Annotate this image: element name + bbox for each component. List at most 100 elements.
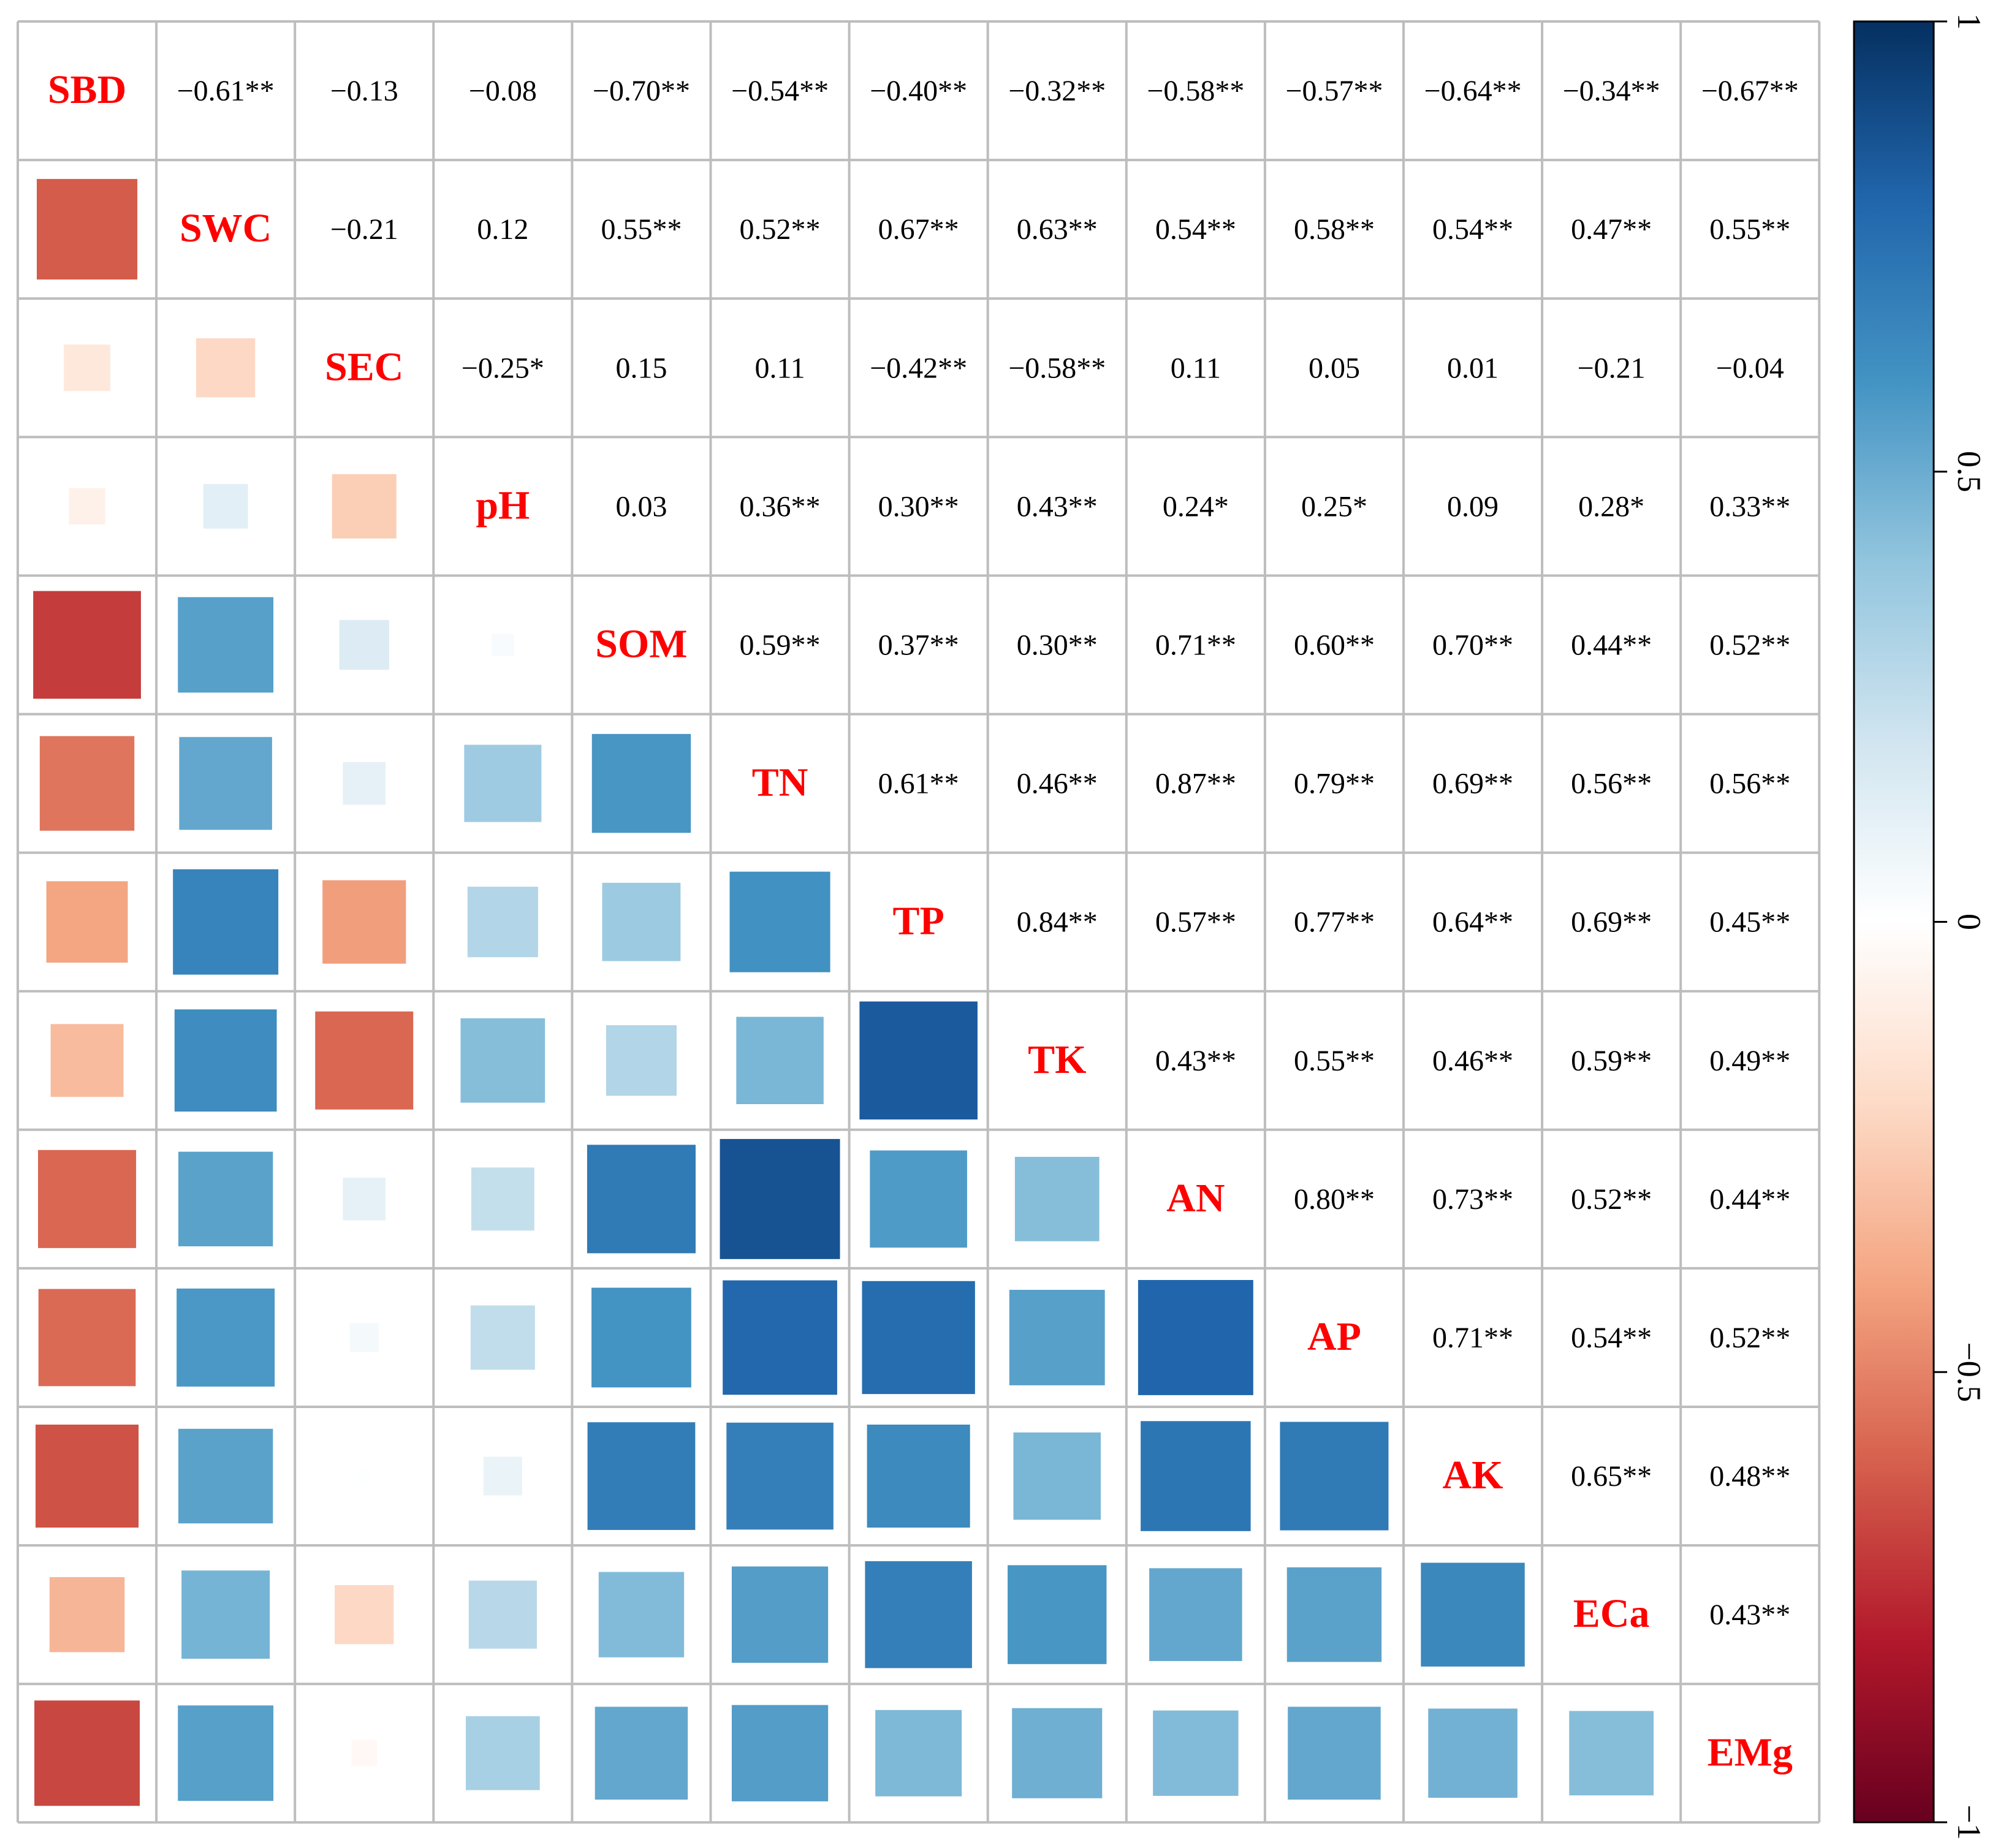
correlation-square xyxy=(178,597,274,693)
coefficient-label: 0.43** xyxy=(1155,1045,1236,1077)
diagonal-label-ph: pH xyxy=(476,483,530,528)
coefficient-label: −0.70** xyxy=(593,75,690,107)
correlation-square xyxy=(471,1167,534,1231)
coefficient-label: 0.55** xyxy=(1294,1045,1375,1077)
coefficient-label: 0.46** xyxy=(1017,768,1098,800)
coefficient-label: 0.37** xyxy=(878,629,959,661)
coefficient-label: −0.25* xyxy=(462,352,544,384)
correlation-square xyxy=(343,762,386,805)
coefficient-label: 0.43** xyxy=(1709,1599,1790,1631)
correlation-square xyxy=(203,483,248,529)
diagonal-label-tp: TP xyxy=(892,899,944,944)
coefficient-label: 0.54** xyxy=(1155,213,1236,246)
coefficient-label: 0.59** xyxy=(1571,1045,1652,1077)
coefficient-label: 0.52** xyxy=(1709,629,1790,661)
diagonal-label-ap: AP xyxy=(1307,1314,1361,1359)
coefficient-label: 0.03 xyxy=(615,490,667,523)
coefficient-label: 0.25* xyxy=(1301,490,1367,523)
diagonal-label-tk: TK xyxy=(1028,1037,1086,1082)
correlation-square xyxy=(867,1425,970,1528)
correlation-square xyxy=(1286,1567,1382,1662)
coefficient-label: 0.59** xyxy=(740,629,821,661)
colorbar-tick-label: 0.5 xyxy=(1951,451,1988,493)
coefficient-label: 0.65** xyxy=(1571,1460,1652,1493)
correlation-square xyxy=(50,1024,124,1097)
coefficient-label: 0.44** xyxy=(1571,629,1652,661)
correlation-square xyxy=(731,1566,829,1663)
correlation-square xyxy=(483,1456,522,1496)
coefficient-label: 0.15 xyxy=(615,352,667,384)
correlation-square xyxy=(357,1469,371,1483)
correlation-square xyxy=(862,1281,975,1395)
correlation-square xyxy=(1013,1432,1101,1520)
correlation-square xyxy=(468,1580,537,1649)
coefficient-label: −0.08 xyxy=(469,75,537,107)
correlation-square xyxy=(470,1305,535,1370)
correlation-square xyxy=(720,1138,840,1259)
coefficient-label: −0.57** xyxy=(1285,75,1383,107)
correlation-square xyxy=(349,1323,379,1352)
coefficient-label: −0.34** xyxy=(1563,75,1660,107)
correlation-square xyxy=(1012,1708,1103,1798)
diagonal-label-sbd: SBD xyxy=(48,67,126,112)
correlation-square xyxy=(1014,1156,1100,1241)
correlation-square xyxy=(33,591,141,699)
colorbar-bar xyxy=(1853,20,1935,1823)
coefficient-label: 0.55** xyxy=(601,213,682,246)
correlation-square xyxy=(174,1009,277,1112)
correlation-square xyxy=(351,1740,378,1767)
coefficient-label: 0.55** xyxy=(1709,213,1790,246)
correlation-square xyxy=(173,869,279,975)
diagonal-label-swc: SWC xyxy=(180,206,272,251)
colorbar: 1 0.5 0 −0.5 −1 xyxy=(1853,13,1988,1840)
correlation-square xyxy=(736,1017,824,1104)
diagonal-label-ak: AK xyxy=(1443,1453,1503,1498)
correlation-square xyxy=(64,344,110,392)
correlation-square xyxy=(1009,1290,1105,1385)
correlation-square xyxy=(1288,1706,1381,1800)
diagonal-label-eca: ECa xyxy=(1573,1591,1650,1636)
correlation-square xyxy=(591,733,691,833)
correlation-square xyxy=(598,1572,685,1657)
correlation-square xyxy=(723,1280,837,1395)
coefficient-label: 0.70** xyxy=(1432,629,1513,661)
diagonal-label-tn: TN xyxy=(752,760,808,805)
coefficient-label: 0.09 xyxy=(1447,490,1499,523)
coefficient-label: −0.42** xyxy=(870,352,967,384)
correlation-square xyxy=(606,1025,677,1096)
coefficient-label: 0.57** xyxy=(1155,906,1236,939)
coefficient-label: 0.63** xyxy=(1017,213,1098,246)
coefficient-label: 0.52** xyxy=(740,213,821,246)
coefficient-label: 0.84** xyxy=(1017,906,1098,939)
coefficient-label: 0.67** xyxy=(878,213,959,246)
diagonal-label-an: AN xyxy=(1166,1176,1225,1221)
correlation-square xyxy=(1141,1421,1251,1531)
correlation-square xyxy=(38,1149,137,1248)
coefficient-label: 0.71** xyxy=(1155,629,1236,661)
correlation-square xyxy=(595,1706,688,1800)
coefficient-label: 0.58** xyxy=(1294,213,1375,246)
correlation-square xyxy=(726,1422,834,1530)
coefficient-label: 0.80** xyxy=(1294,1183,1375,1216)
coefficient-label: 0.45** xyxy=(1709,906,1790,939)
correlation-square xyxy=(178,1428,273,1524)
correlation-square xyxy=(343,1178,386,1221)
correlation-square xyxy=(492,634,514,656)
correlation-square xyxy=(731,1705,829,1801)
coefficient-label: 0.52** xyxy=(1709,1322,1790,1354)
correlation-square xyxy=(1569,1711,1654,1796)
coefficient-label: 0.28* xyxy=(1578,490,1644,523)
correlation-square xyxy=(339,619,389,670)
coefficient-label: −0.64** xyxy=(1424,75,1522,107)
coefficient-label: 0.01 xyxy=(1447,352,1499,384)
correlation-square xyxy=(1428,1708,1518,1798)
coefficient-label: 0.33** xyxy=(1709,490,1790,523)
coefficient-label: −0.54** xyxy=(731,75,829,107)
correlation-square xyxy=(1153,1710,1239,1796)
coefficient-label: 0.79** xyxy=(1294,768,1375,800)
correlation-square xyxy=(315,1011,414,1110)
correlation-square xyxy=(1421,1562,1525,1667)
coefficient-label: 0.36** xyxy=(740,490,821,523)
diagonal-label-som: SOM xyxy=(595,621,687,666)
